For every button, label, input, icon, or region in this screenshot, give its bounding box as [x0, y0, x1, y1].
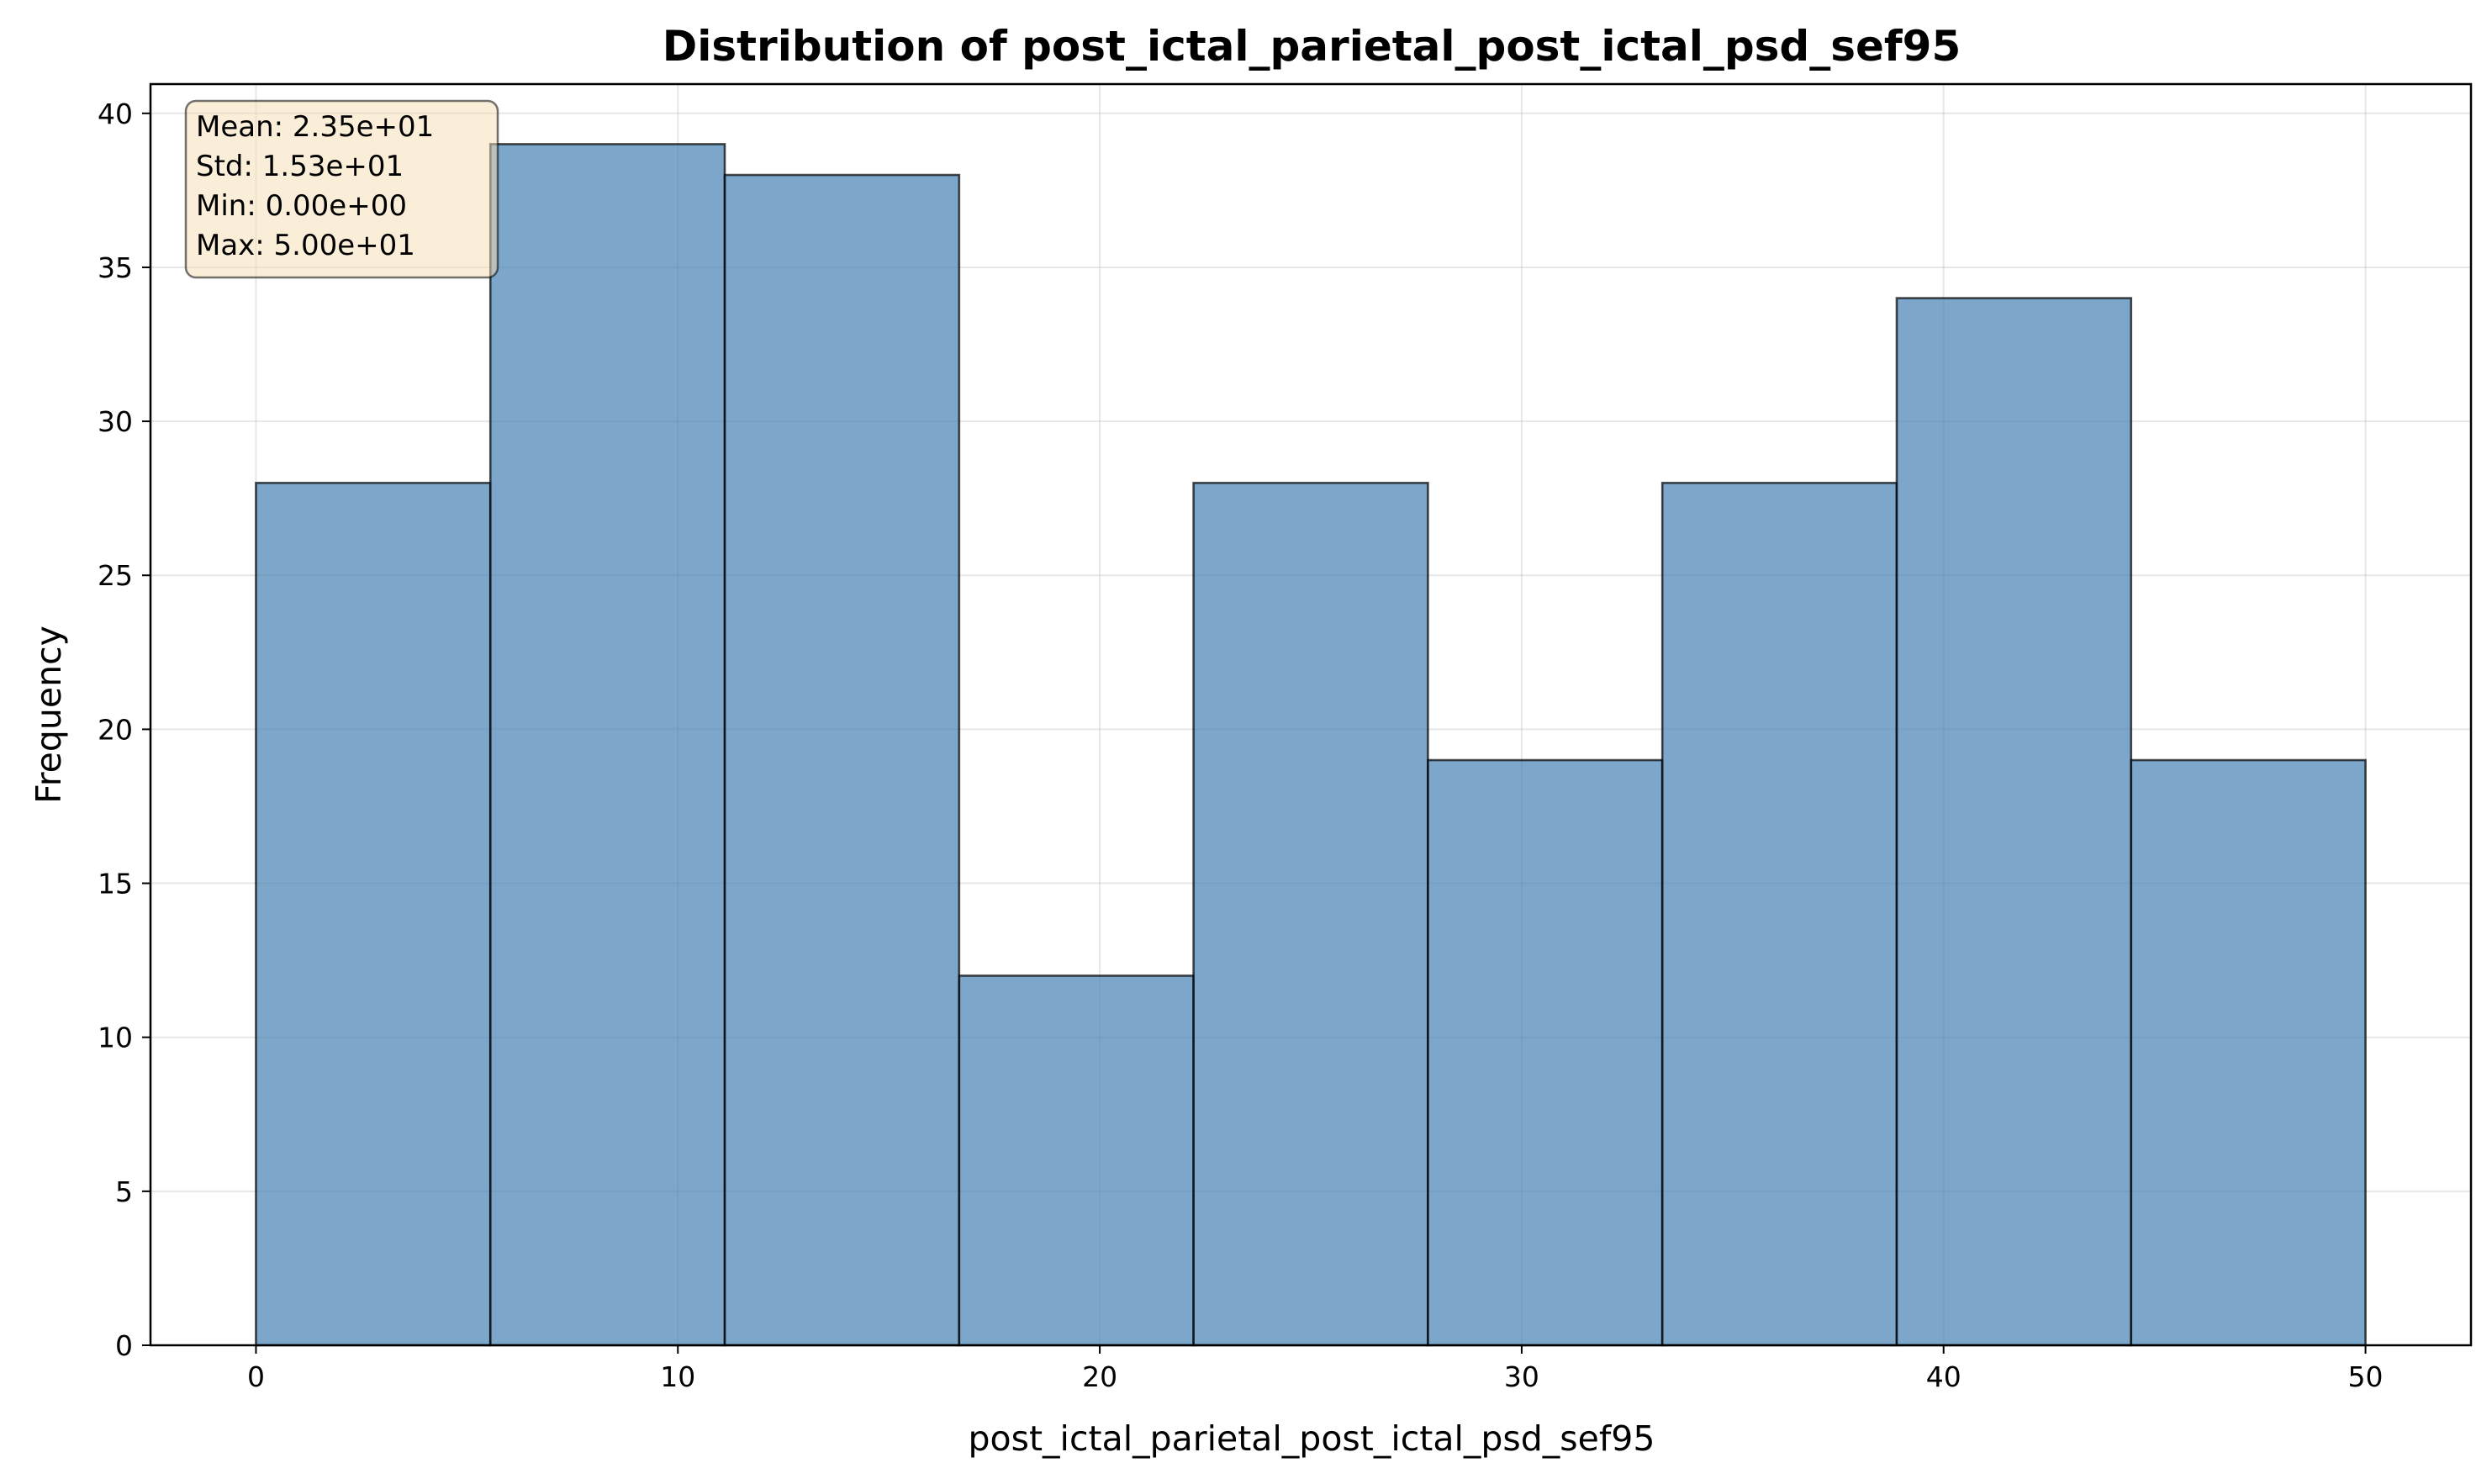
x-tick-label: 10 [660, 1360, 695, 1393]
histogram-bar [958, 974, 1195, 1347]
y-tick-label: 25 [98, 559, 133, 592]
y-axis-ticks: 0 5 10 15 20 25 30 35 40 [98, 98, 150, 1362]
histogram-bar [1427, 758, 1664, 1347]
stats-std: Std: 1.53e+01 [196, 150, 404, 183]
stats-max: Max: 5.00e+01 [196, 229, 415, 262]
y-tick-label: 5 [115, 1175, 133, 1208]
x-tick-label: 0 [247, 1360, 265, 1393]
histogram-bar [1895, 297, 2133, 1347]
x-tick-label: 30 [1504, 1360, 1539, 1393]
y-tick-label: 0 [115, 1329, 133, 1362]
y-tick-label: 40 [98, 98, 133, 130]
x-axis-label: post_ictal_parietal_post_ictal_psd_sef95 [969, 1418, 1655, 1459]
stats-mean: Mean: 2.35e+01 [196, 110, 434, 144]
histogram-bar [1192, 482, 1429, 1347]
y-tick-label: 20 [98, 713, 133, 746]
stats-box-background [184, 99, 499, 279]
histogram-bar [488, 143, 726, 1347]
histogram-bar [2130, 758, 2367, 1347]
plot-frame [149, 82, 2473, 1347]
x-tick-label: 40 [1926, 1360, 1961, 1393]
stats-min: Min: 0.00e+00 [196, 189, 407, 223]
y-tick-label: 10 [98, 1022, 133, 1054]
x-tick-label: 20 [1082, 1360, 1117, 1393]
stats-box: Mean: 2.35e+01 Std: 1.53e+01 Min: 0.00e+… [184, 99, 499, 279]
x-tick-label: 50 [2348, 1360, 2384, 1393]
chart-title: Distribution of post_ictal_parietal_post… [663, 22, 1961, 71]
y-tick-label: 15 [98, 868, 133, 900]
y-axis-label: Frequency [29, 626, 69, 804]
y-tick-label: 30 [98, 405, 133, 438]
y-tick-label: 35 [98, 251, 133, 284]
histogram-bar [255, 482, 492, 1347]
x-axis-ticks: 0 10 20 30 40 50 [247, 1345, 2384, 1393]
bars [255, 143, 2367, 1347]
histogram-bar [723, 173, 961, 1347]
histogram-bar [1660, 482, 1898, 1347]
